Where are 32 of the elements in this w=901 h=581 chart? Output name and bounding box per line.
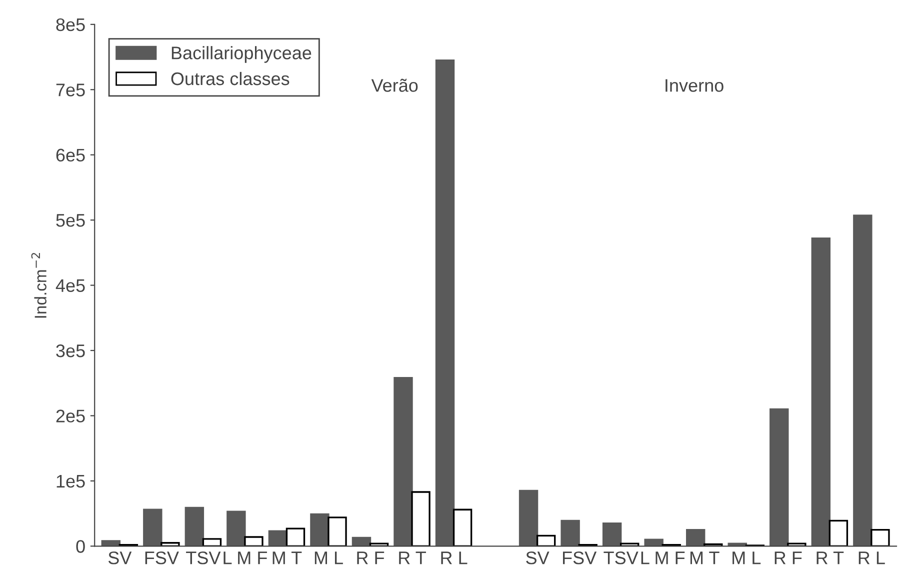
y-tick-label: 5e5 [56, 214, 85, 227]
y-tick-label: 8e5 [56, 18, 85, 32]
y-tick-label: 1e5 [56, 475, 85, 488]
x-tick-label: FSV [563, 551, 597, 564]
legend-label: Outras classes [171, 72, 290, 86]
x-tick-label: R T [816, 552, 844, 564]
x-tick-label: M L [732, 552, 761, 564]
x-tick-label: R T [399, 552, 426, 564]
x-tick-label: M L [314, 552, 343, 564]
x-tick-label: R F [774, 552, 802, 564]
annotation: Verão [371, 78, 418, 92]
x-tick-label: R F [357, 552, 384, 564]
y-tick-label: 4e5 [56, 279, 85, 292]
x-tick-label: TSV [186, 551, 221, 564]
x-tick-label: R L [441, 552, 468, 564]
x-tick-label: M T [272, 552, 302, 564]
y-tick-label: 0 [76, 540, 85, 553]
x-tick-label: R L [858, 552, 885, 564]
x-tick-label: L M F [641, 552, 685, 564]
x-tick-label: SV [526, 551, 550, 564]
x-tick-label: TSV [604, 551, 638, 564]
x-tick-label: FSV [145, 551, 179, 564]
y-tick-label: 6e5 [56, 148, 85, 162]
y-tick-label: 7e5 [56, 84, 85, 96]
y-tick-label: 3e5 [56, 344, 85, 358]
x-tick-label: L M F [224, 552, 267, 564]
annotation: Inverno [666, 79, 724, 92]
y-axis-title: Ind.cm$^{−2}$ [31, 252, 46, 318]
y-tick-label: 2e5 [56, 410, 85, 422]
legend-label: Bacillariophyceae [172, 46, 312, 63]
x-tick-label: SV [108, 551, 132, 564]
x-tick-label: M T [690, 552, 720, 564]
